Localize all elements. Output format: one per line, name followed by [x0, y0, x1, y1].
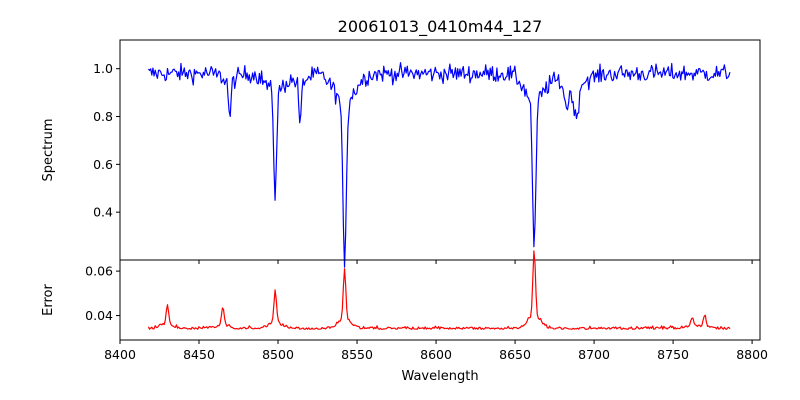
- error-y-axis-label: Error: [41, 284, 56, 316]
- error-y-tick-label: 0.04: [85, 308, 113, 323]
- x-axis-ticks: 8400 8450 8500 8550 8600 8650 8700 8750 8800: [104, 347, 768, 362]
- x-axis-label: Wavelength: [401, 369, 478, 384]
- x-tick-label: 8750: [657, 347, 689, 362]
- error-series-line: [147, 250, 731, 330]
- x-tick-label: 8600: [420, 347, 452, 362]
- x-tick-label: 8550: [341, 347, 373, 362]
- x-tick-label: 8650: [499, 347, 531, 362]
- error-y-tick-label: 0.06: [85, 264, 113, 279]
- spectrum-y-tick-label: 0.6: [93, 157, 113, 172]
- x-tick-label: 8800: [736, 347, 768, 362]
- spectrum-y-tick-label: 1.0: [93, 61, 113, 76]
- x-tick-label: 8500: [262, 347, 294, 362]
- error-axes-frame: [119, 259, 761, 341]
- spectrum-y-tick-label: 0.4: [93, 205, 113, 220]
- spectrum-panel: 0.4 0.6 0.8 1.0: [93, 39, 761, 268]
- spectrum-series-line: [147, 62, 731, 268]
- x-tick-label: 8700: [578, 347, 610, 362]
- error-panel: 0.04 0.06: [85, 250, 761, 344]
- x-tick-label: 8400: [104, 347, 136, 362]
- spectrum-y-tick-label: 0.8: [93, 109, 113, 124]
- chart-title: 20061013_0410m44_127: [338, 17, 543, 37]
- x-tick-label: 8450: [183, 347, 215, 362]
- spectrum-y-axis-label: Spectrum: [41, 119, 56, 182]
